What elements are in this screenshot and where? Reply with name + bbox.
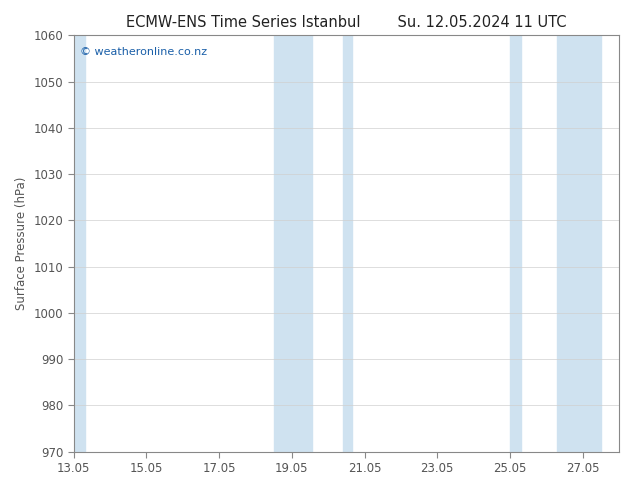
Bar xyxy=(74,35,84,452)
Bar xyxy=(557,35,601,452)
Bar xyxy=(343,35,352,452)
Bar xyxy=(274,35,312,452)
Title: ECMW-ENS Time Series Istanbul        Su. 12.05.2024 11 UTC: ECMW-ENS Time Series Istanbul Su. 12.05.… xyxy=(126,15,567,30)
Y-axis label: Surface Pressure (hPa): Surface Pressure (hPa) xyxy=(15,177,28,310)
Bar xyxy=(510,35,521,452)
Text: © weatheronline.co.nz: © weatheronline.co.nz xyxy=(81,47,207,57)
